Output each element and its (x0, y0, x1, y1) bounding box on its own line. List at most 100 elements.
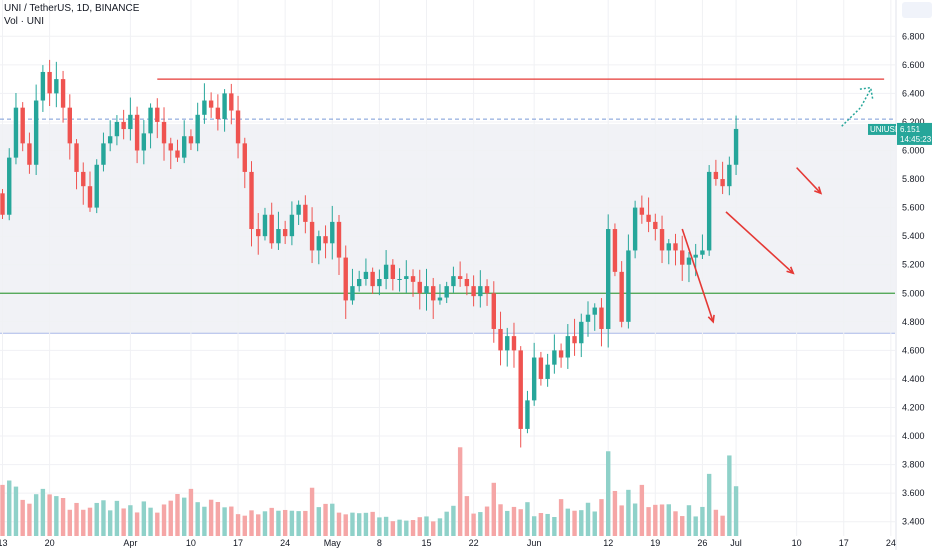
price-tick-label: 6.800 (902, 31, 925, 41)
candle-body (585, 314, 591, 322)
volume-bar (680, 516, 685, 536)
volume-bar (404, 520, 409, 536)
candle-body (296, 204, 301, 215)
candle-body (511, 336, 517, 351)
candle-body (538, 357, 544, 379)
candle-body (464, 278, 470, 287)
candle-body (60, 79, 66, 108)
chart-menu-button[interactable] (902, 2, 932, 18)
volume-bar (565, 508, 571, 536)
volume-bar (505, 510, 510, 536)
symbol-title: UNI / TetherUS, 1D, BINANCE (4, 3, 140, 14)
candle-body (727, 164, 732, 187)
volume-bar (40, 488, 46, 536)
volume-bar (363, 512, 369, 536)
time-tick-label: 22 (469, 538, 479, 548)
candle-body (653, 221, 658, 230)
volume-bar (47, 494, 52, 536)
candle-body (713, 171, 719, 180)
candle-body (471, 286, 476, 297)
time-tick-label: 13 (0, 538, 8, 548)
volume-bar (538, 513, 544, 536)
candle-body (417, 281, 422, 294)
candle-body (242, 143, 247, 172)
volume-bar (67, 509, 72, 536)
candle-body (592, 307, 597, 315)
candle-body (148, 107, 153, 134)
candle-body (639, 207, 645, 215)
volume-bar (457, 447, 463, 536)
candle-body (94, 164, 99, 208)
volume-bar (545, 513, 550, 536)
candle-body (518, 350, 523, 429)
volume-bar (235, 514, 241, 536)
time-tick-label: 20 (45, 538, 55, 548)
price-tag-value: 6.151 (900, 125, 921, 134)
volume-bar (343, 514, 348, 536)
price-tick-label: 5.000 (902, 288, 925, 298)
candle-body (141, 133, 147, 151)
volume-bar (410, 520, 416, 536)
candle-body (101, 143, 106, 165)
candle-body (451, 276, 456, 287)
volume-bar (383, 516, 389, 536)
volume-bar (94, 502, 99, 536)
candle-body (168, 143, 173, 151)
volume-bar (693, 516, 698, 536)
candle-body (680, 250, 685, 265)
volume-bar (195, 502, 200, 536)
candle-body (229, 93, 234, 111)
candle-body (363, 271, 369, 279)
candle-body (87, 186, 93, 208)
candle-body (457, 276, 463, 279)
candle-body (659, 229, 665, 251)
trend-arrow-2-head (786, 266, 795, 275)
volume-bar (390, 521, 396, 536)
candle-body (155, 107, 160, 122)
volume-bar (121, 508, 126, 536)
candle-body (208, 100, 214, 108)
volume-bar (592, 511, 597, 536)
volume-bar (686, 505, 692, 536)
volume-legend: Vol · UNI (4, 16, 45, 27)
volume-bar (727, 455, 732, 536)
time-axis[interactable]: 13 20 Apr 10 17 24 May 8 15 22 Jun 12 19 26 Jul 10 17 24 (0, 538, 896, 548)
price-axis[interactable]: 6.800 6.600 6.400 6.200 6.000 5.800 5.600 5.400… (902, 31, 925, 526)
candle-body (619, 271, 624, 322)
volume-bar (632, 503, 638, 536)
volume-bar (303, 510, 308, 536)
candle-body (54, 79, 59, 94)
candle-body (565, 336, 571, 358)
volume-bar (350, 512, 355, 536)
candle-body (431, 286, 436, 301)
candle-body (40, 71, 46, 101)
volume-bar (558, 499, 564, 536)
candle-body (579, 321, 584, 344)
candle-body (7, 157, 12, 215)
candle-body (134, 114, 140, 151)
candle-body (706, 171, 712, 251)
volume-bar (27, 503, 32, 536)
volume-bar (612, 490, 618, 536)
candle-body (195, 114, 200, 144)
candle-body (27, 143, 32, 165)
volume-bar (531, 516, 537, 536)
volume-bar (182, 497, 187, 536)
volume-bar (471, 513, 476, 536)
volume-bar (289, 510, 295, 536)
candle-body (733, 128, 739, 165)
candle-body (700, 250, 705, 255)
candle-body (666, 243, 671, 251)
volume-bars (0, 447, 739, 536)
trend-annotations[interactable] (681, 86, 874, 324)
time-tick-label: 26 (697, 538, 707, 548)
trend-arrow-3 (796, 167, 822, 194)
volume-bar (639, 484, 645, 536)
candle-body (505, 336, 510, 351)
volume-bar (256, 514, 261, 536)
volume-bar (626, 489, 631, 536)
time-tick-label: 24 (280, 538, 290, 548)
volume-bar (552, 517, 557, 536)
